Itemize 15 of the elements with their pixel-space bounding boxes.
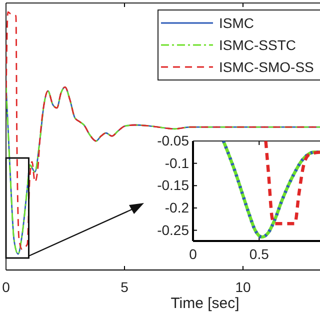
y-tick-label: -0.2	[164, 199, 190, 216]
x-tick-label: 5	[120, 278, 129, 295]
x-tick-label: 10	[235, 278, 251, 295]
y-tick-label: -0.05	[157, 132, 190, 148]
x-tick-label: 0	[2, 278, 10, 295]
y-tick-label: -0.25	[157, 222, 190, 238]
y-tick-label: -0.1	[164, 154, 190, 171]
y-tick-label: -0.15	[157, 177, 190, 194]
legend-label: ISMC-SSTC	[219, 37, 296, 53]
x-axis-title: Time [sec]	[170, 295, 240, 312]
legend-label: ISMC	[219, 15, 254, 31]
x-tick-label: 0.5	[249, 246, 270, 262]
x-tick-label: 0	[189, 246, 198, 262]
legend-label: ISMC-SMO-SS	[219, 59, 314, 75]
line-series	[264, 141, 320, 226]
